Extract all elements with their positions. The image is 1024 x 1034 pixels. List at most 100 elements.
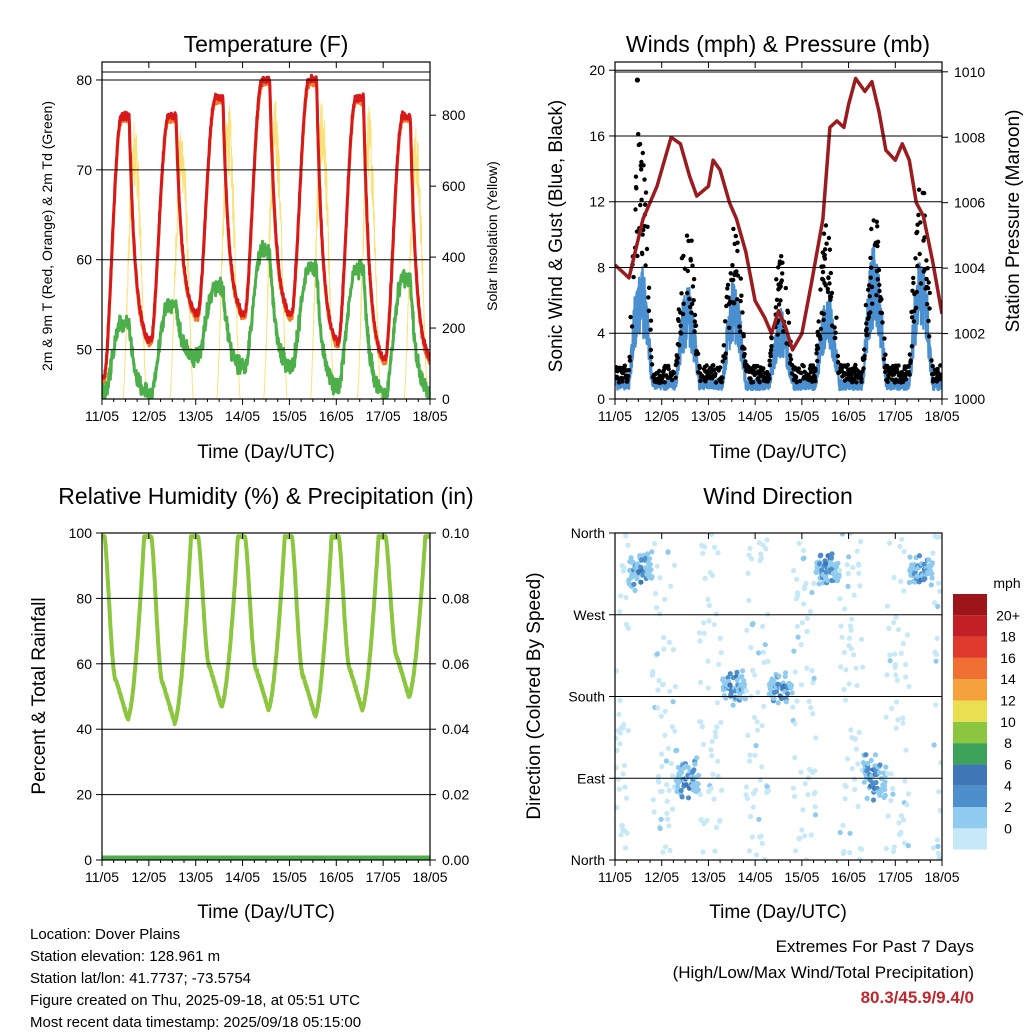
gust-point — [750, 380, 756, 385]
direction-point — [616, 711, 622, 717]
gust-point — [864, 321, 869, 326]
gust-point — [826, 275, 831, 281]
gust-point — [681, 253, 686, 259]
direction-point — [937, 588, 942, 594]
gust-point — [642, 177, 647, 182]
temperature-left-axis-label: 2m & 9m T (Red, Orange) & 2m Td (Green) — [39, 101, 55, 371]
temperature-x-tick-label: 13/05 — [178, 408, 213, 424]
direction-point — [812, 804, 818, 810]
gust-point — [793, 374, 799, 380]
direction-point — [807, 608, 814, 615]
gust-point — [818, 287, 823, 292]
direction-point — [699, 724, 705, 730]
direction-point — [922, 575, 928, 582]
direction-point — [750, 667, 756, 674]
direction-point — [625, 728, 631, 734]
humidity-x-axis-label: Time (Day/UTC) — [197, 902, 335, 923]
colorbar-swatch — [953, 828, 987, 850]
direction-point — [852, 786, 858, 793]
gust-point — [927, 290, 932, 296]
gust-point — [648, 318, 654, 323]
direction-point — [891, 844, 897, 850]
direction-point — [844, 562, 850, 568]
gust-point — [868, 310, 873, 315]
direction-point — [775, 700, 781, 706]
direction-point — [662, 732, 668, 738]
colorbar-swatch — [953, 657, 987, 680]
direction-point — [848, 646, 855, 652]
direction-point — [672, 728, 678, 734]
direction-point — [765, 611, 771, 617]
gust-point — [821, 317, 826, 323]
direction-point — [632, 587, 638, 594]
direction-point — [701, 630, 707, 636]
direction-point — [685, 795, 692, 801]
direction-point — [859, 846, 865, 852]
direction-point — [898, 813, 905, 819]
direction-point — [804, 628, 810, 635]
gust-point — [718, 365, 723, 370]
direction-point — [742, 682, 748, 688]
direction-point — [790, 704, 796, 710]
gust-point — [685, 290, 690, 296]
direction-point — [617, 730, 624, 736]
direction-point — [900, 640, 906, 647]
direction-point — [647, 556, 653, 562]
direction-point — [616, 786, 622, 792]
direction-point — [660, 681, 666, 688]
direction-point — [705, 658, 711, 664]
direction-point — [711, 796, 717, 802]
humidity-left-axis-label: Percent & Total Rainfall — [29, 597, 50, 794]
colorbar-swatch — [953, 721, 987, 744]
humidity-right-tick-label: 0.06 — [442, 656, 469, 672]
direction-point — [670, 699, 676, 705]
gust-point — [868, 275, 873, 280]
direction-point — [618, 593, 624, 599]
gust-point — [678, 323, 683, 328]
direction-point — [836, 572, 842, 578]
gust-point — [823, 283, 828, 288]
direction-point — [725, 675, 731, 681]
gust-point — [924, 258, 929, 263]
direction-point — [617, 741, 623, 747]
gust-point — [913, 305, 919, 310]
gust-point — [725, 282, 731, 288]
direction-point — [658, 816, 664, 822]
direction-point — [753, 743, 759, 749]
direction-point — [765, 658, 771, 665]
direction-point — [656, 779, 662, 785]
direction-x-tick-label: 16/05 — [831, 869, 866, 885]
humidity-right-tick-label: 0.00 — [442, 852, 469, 868]
winds-right-axis-label: Station Pressure (Maroon) — [1003, 110, 1024, 333]
direction-x-tick-label: 15/05 — [784, 869, 819, 885]
direction-point — [898, 578, 904, 585]
gust-point — [648, 327, 653, 332]
direction-point — [625, 625, 632, 631]
direction-point — [764, 537, 770, 543]
direction-point — [619, 823, 626, 829]
direction-point — [789, 690, 795, 696]
direction-point — [797, 835, 803, 841]
direction-point — [850, 564, 856, 571]
gust-point — [639, 167, 644, 172]
direction-point — [858, 539, 864, 545]
direction-point — [701, 620, 707, 626]
gust-point — [731, 277, 736, 283]
direction-point — [895, 627, 902, 633]
direction-point — [715, 758, 721, 764]
direction-point — [710, 572, 716, 579]
gust-point — [780, 260, 785, 265]
direction-point — [791, 648, 797, 654]
direction-point — [715, 550, 721, 556]
direction-point — [863, 752, 869, 758]
direction-point — [891, 619, 897, 626]
gust-point — [735, 248, 740, 254]
direction-point — [747, 752, 753, 758]
gust-point — [692, 312, 698, 318]
direction-point — [754, 719, 760, 725]
direction-point — [709, 738, 715, 744]
gust-point — [821, 277, 826, 282]
gust-point — [697, 365, 702, 370]
humidity-left-tick-label: 0 — [84, 852, 92, 868]
direction-point — [675, 784, 681, 790]
